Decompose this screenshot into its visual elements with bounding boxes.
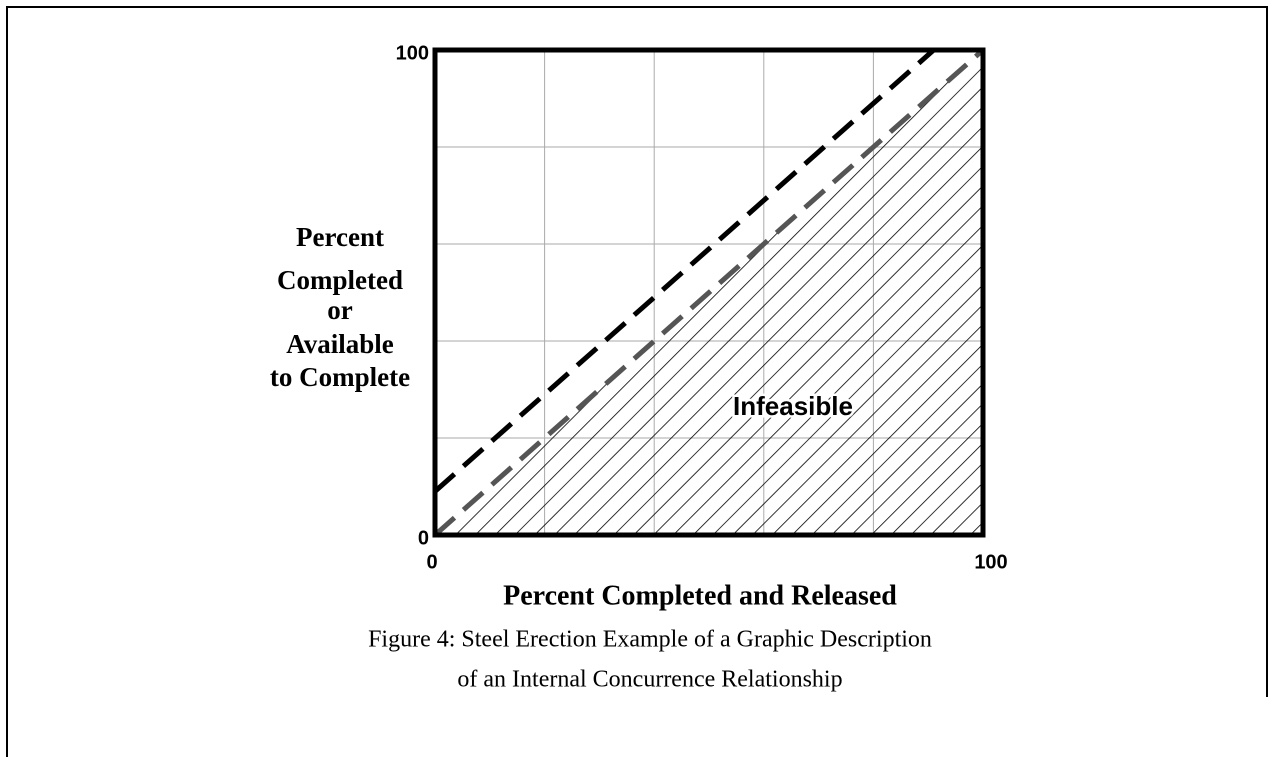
y-label-line: Completed [277,265,403,295]
x-tick-label: 100 [974,551,1007,573]
annotation: Infeasible [733,391,853,421]
y-label-line: or [327,295,353,325]
plot-frame [432,47,986,538]
caption: of an Internal Concurrence Relationship [457,667,842,693]
x-tick-label: 0 [426,551,437,573]
y-label-line: Percent [296,222,384,252]
dashed-line [433,48,936,494]
y-label-line: Available [286,329,394,359]
y-label-line: to Complete [270,362,410,392]
page-frame [6,6,1268,757]
caption: Figure 4: Steel Erection Example of a Gr… [368,627,932,653]
x-axis-label: Percent Completed and Released [503,580,897,611]
y-tick-label: 100 [396,42,429,64]
y-tick-label: 0 [418,527,429,549]
dashed-line [433,48,985,537]
